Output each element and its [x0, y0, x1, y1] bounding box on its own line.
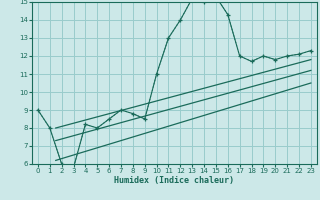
X-axis label: Humidex (Indice chaleur): Humidex (Indice chaleur): [115, 176, 234, 185]
